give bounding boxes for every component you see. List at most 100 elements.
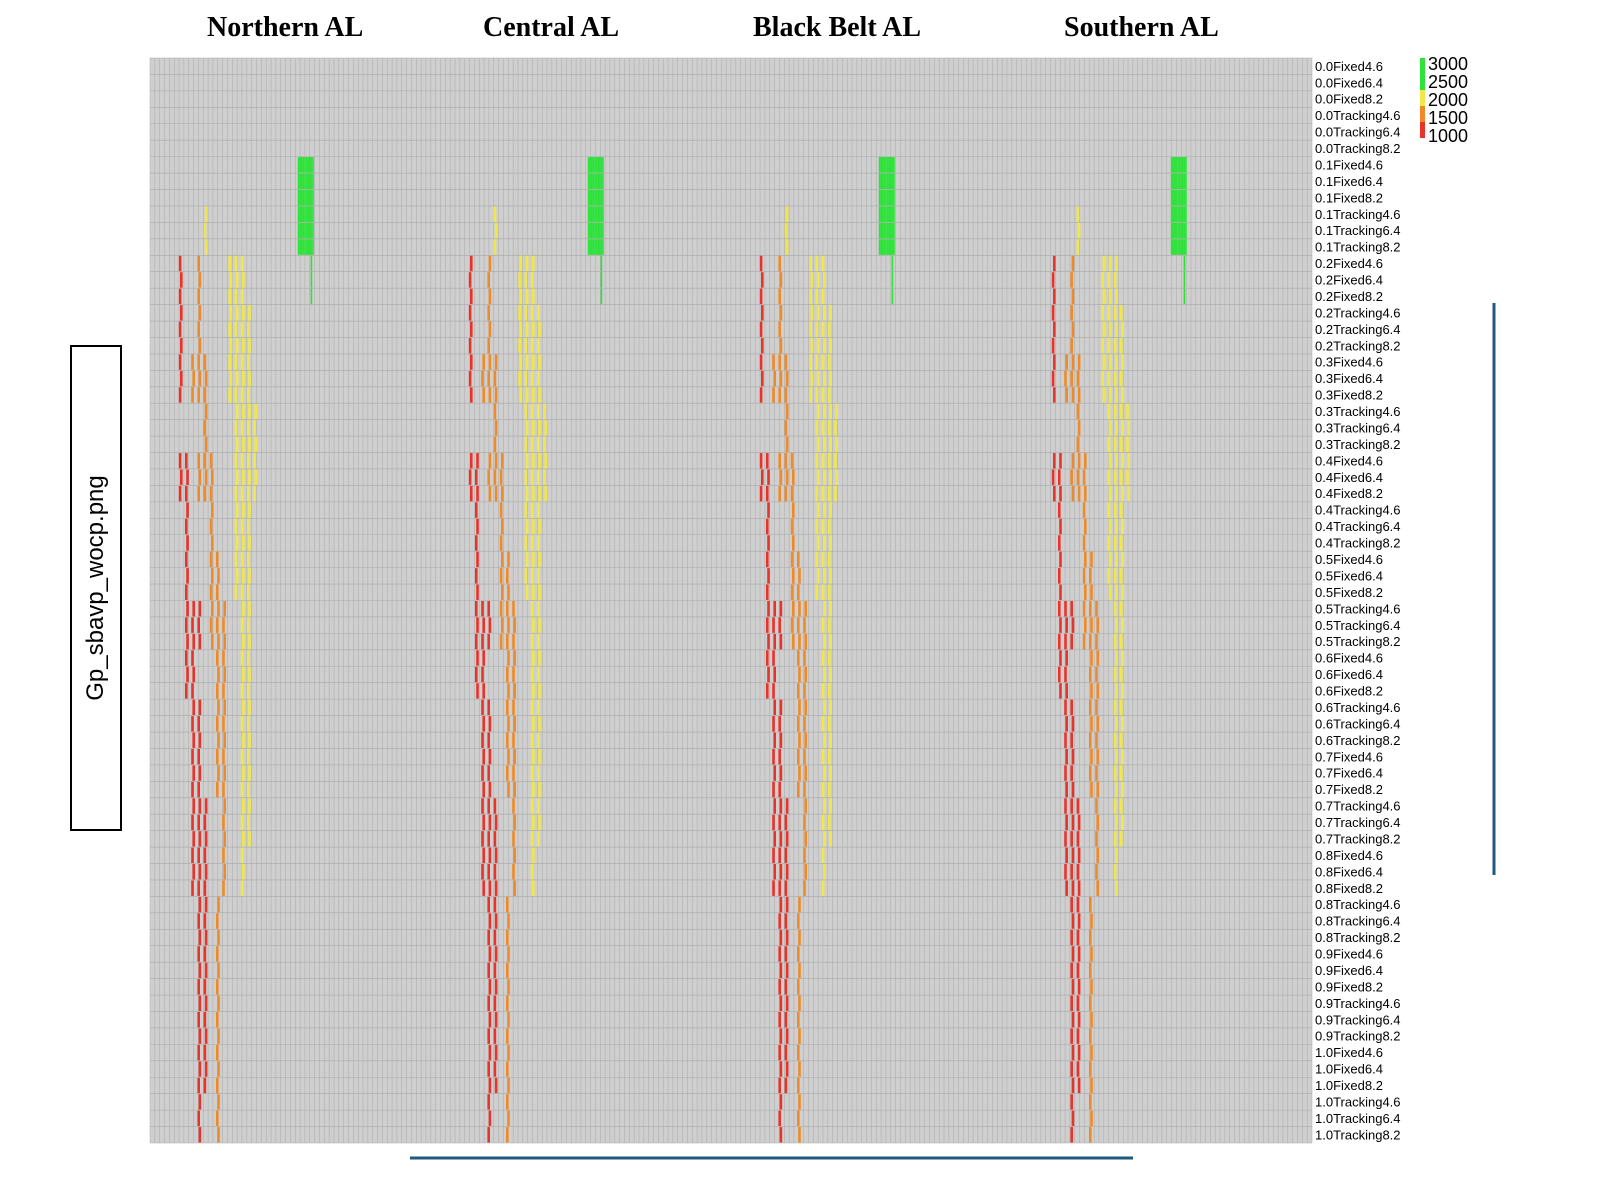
heat-cell-green (1174, 239, 1176, 255)
heat-cell (804, 831, 807, 847)
heat-cell (537, 633, 540, 650)
heat-cell (1076, 206, 1080, 222)
heat-cell (506, 929, 509, 946)
heat-cell-green (891, 189, 894, 206)
heat-cell-green (587, 189, 590, 206)
heat-cell (487, 272, 490, 288)
heat-cell (1107, 502, 1111, 518)
heat-cell (779, 1127, 783, 1143)
colorbar-tick-label: 2000 (1428, 90, 1468, 110)
heat-cell (191, 748, 194, 765)
heat-cell (1120, 633, 1123, 650)
heat-cell (186, 633, 189, 650)
heat-cell (790, 485, 794, 502)
heat-cell (1070, 601, 1073, 617)
heat-cell (1082, 469, 1086, 485)
heat-cell (242, 305, 245, 321)
heat-cell-green (591, 222, 593, 239)
heat-cell-green (592, 189, 595, 206)
heat-cell (1065, 683, 1068, 699)
heat-cell (779, 798, 783, 814)
heat-cell (1059, 650, 1062, 666)
heat-cell (1095, 765, 1098, 781)
heat-cell (1107, 337, 1111, 354)
heat-cell-green (312, 157, 314, 173)
heat-cell (242, 436, 245, 453)
heat-cell (797, 913, 800, 929)
heat-cell (1064, 798, 1067, 814)
heat-cell (487, 699, 490, 716)
heat-cell-green (587, 206, 590, 222)
heat-cell-green (891, 222, 894, 239)
heat-cell (798, 1094, 801, 1110)
heat-cell-green (310, 173, 313, 190)
heat-cell (1084, 485, 1087, 502)
heat-cell (488, 1077, 492, 1094)
heat-cell (487, 1094, 490, 1110)
heat-cell (494, 814, 498, 831)
heat-cell (488, 453, 492, 469)
heat-cell (524, 272, 528, 288)
heat-cell-green (882, 206, 884, 222)
heat-cell (228, 387, 231, 403)
heat-cell (1096, 716, 1099, 732)
heat-cell (217, 896, 220, 913)
heat-cell (816, 469, 820, 485)
heat-cell (1065, 748, 1068, 765)
heat-cell (240, 781, 244, 798)
heat-cell (778, 748, 781, 765)
heat-cell-green (1180, 222, 1182, 239)
heat-cell (235, 305, 239, 321)
heat-cell (779, 370, 783, 387)
heat-cell (487, 633, 490, 650)
heat-cell (537, 403, 540, 420)
heat-cell (499, 535, 503, 551)
heat-cell (507, 1044, 510, 1061)
heat-cell-green (592, 157, 595, 173)
heat-cell (815, 321, 819, 337)
heat-cell (197, 847, 200, 864)
heat-cell (242, 765, 245, 781)
heat-cell (501, 584, 504, 600)
heat-cell-green (599, 239, 601, 255)
heat-cell (779, 272, 783, 288)
row-label: 0.9Fixed6.4 (1315, 963, 1383, 978)
heat-cell (766, 683, 769, 699)
heat-cell (772, 387, 775, 403)
heat-cell (476, 683, 479, 699)
heat-cell (1108, 485, 1112, 502)
heat-cell (185, 518, 188, 535)
row-label: 0.1Fixed8.2 (1315, 190, 1383, 205)
heat-cell (538, 485, 541, 502)
heat-cell (809, 321, 812, 337)
heat-cell-green (594, 239, 596, 255)
heat-cell (784, 222, 788, 239)
heat-cell (247, 321, 250, 337)
heat-cell (544, 420, 547, 436)
heat-cell (235, 370, 239, 387)
heat-cell (1071, 946, 1075, 962)
heat-cell-green (310, 189, 313, 206)
heat-cell (247, 781, 250, 798)
heat-cell-green (882, 173, 884, 190)
heat-cell (1089, 1028, 1092, 1044)
heat-cell-green (1175, 222, 1178, 239)
heat-cell-green (886, 189, 889, 206)
heat-cell (475, 535, 478, 551)
heat-cell (204, 995, 208, 1011)
heat-cell-green (297, 173, 300, 190)
heat-cell (191, 354, 194, 370)
heat-cell-green (302, 157, 305, 173)
heat-cell (785, 436, 789, 453)
heat-cell (1108, 288, 1112, 305)
heat-cell-green (602, 157, 604, 173)
heat-cell (223, 765, 226, 781)
heat-cell (203, 847, 207, 864)
heat-cell (488, 913, 492, 929)
heat-cell (1115, 453, 1118, 469)
heat-cell (216, 551, 219, 568)
heat-cell (778, 288, 781, 305)
heat-cell-green (600, 206, 603, 222)
heat-cell (1120, 732, 1123, 748)
heat-cell-green (1170, 222, 1173, 239)
